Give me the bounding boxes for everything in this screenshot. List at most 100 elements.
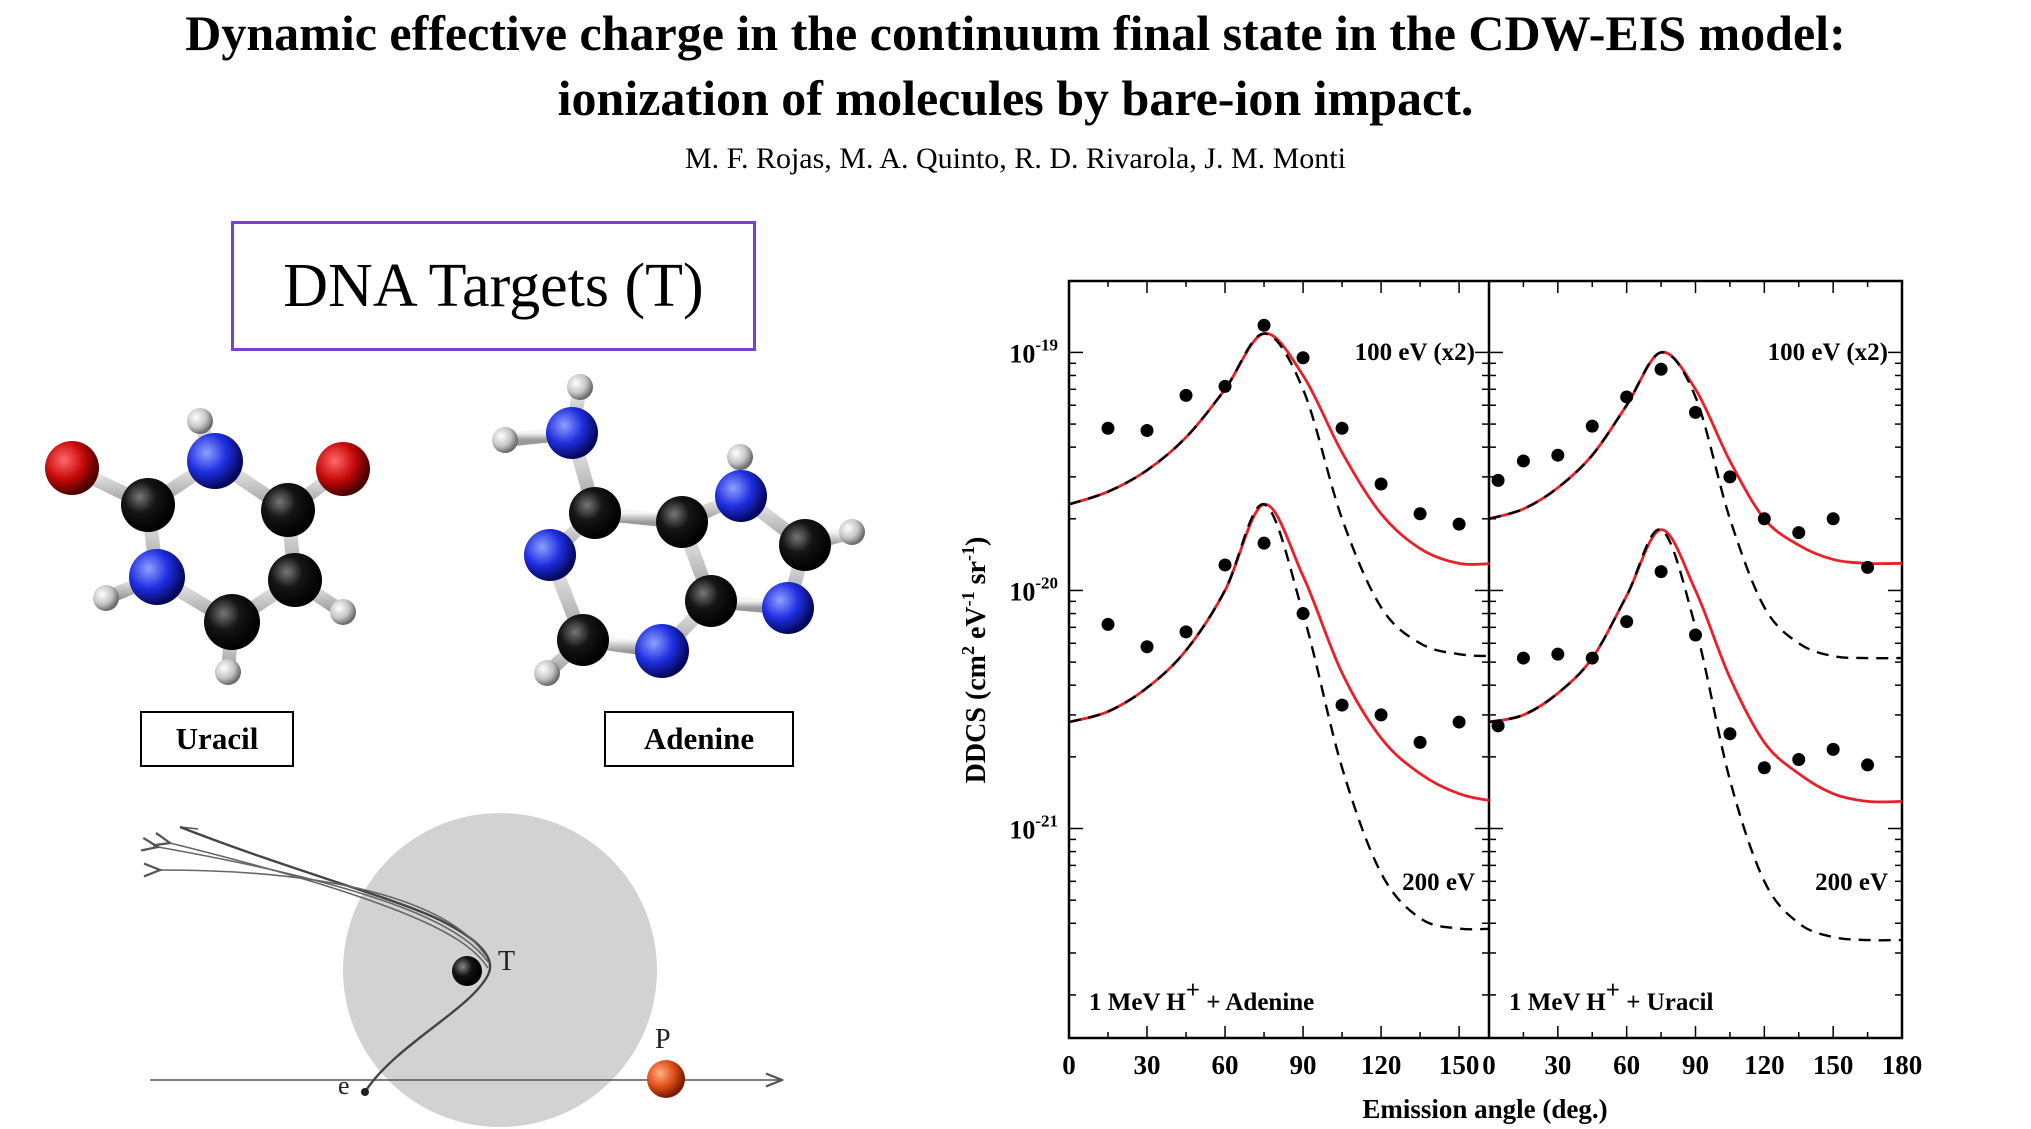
- panel-label: 1 MeV H+ + Adenine: [1089, 977, 1314, 1016]
- hydrogen-atom: [330, 599, 356, 625]
- carbon-atom: [779, 519, 831, 571]
- hydrogen-atom: [727, 444, 753, 470]
- theory-dashed-curve: [1489, 351, 1902, 660]
- theory-solid-curve: [1069, 502, 1489, 802]
- adenine-panel-curves: [1069, 332, 1489, 931]
- data-point: [1551, 448, 1565, 462]
- x-tick-label: 30: [1134, 1050, 1161, 1080]
- target-potential-region: [343, 813, 657, 1127]
- data-point: [1218, 558, 1232, 572]
- target-label: T: [498, 946, 515, 977]
- x-tick-label: 90: [1682, 1050, 1709, 1080]
- nitrogen-atom: [762, 582, 814, 634]
- data-point: [1374, 708, 1388, 722]
- data-point: [1792, 526, 1806, 540]
- carbon-atom: [685, 575, 737, 627]
- series-energy-label: 100 eV (x2): [1355, 339, 1475, 366]
- carbon-atom: [204, 594, 260, 650]
- data-point: [1826, 512, 1840, 526]
- x-tick-label: 150: [1813, 1050, 1854, 1080]
- data-point: [1140, 640, 1154, 654]
- data-point: [1620, 615, 1634, 629]
- hydrogen-atom: [492, 427, 518, 453]
- data-point: [1585, 651, 1599, 665]
- theory-solid-curve: [1069, 332, 1489, 566]
- data-point: [1413, 735, 1427, 749]
- data-point: [1654, 362, 1668, 376]
- title-line-1: Dynamic effective charge in the continuu…: [185, 5, 1846, 61]
- data-point: [1101, 421, 1115, 435]
- data-point: [1491, 719, 1505, 733]
- data-point: [1491, 473, 1505, 487]
- theory-solid-curve: [1489, 528, 1902, 804]
- x-tick-label: 150: [1439, 1050, 1480, 1080]
- x-tick-label: 90: [1290, 1050, 1317, 1080]
- data-point: [1757, 512, 1771, 526]
- data-point: [1335, 698, 1349, 712]
- data-point: [1413, 507, 1427, 521]
- electron-trajectory-branch: [160, 870, 487, 957]
- y-axis-label: DDCS (cm2 eV-1 sr-1): [958, 537, 992, 784]
- hydrogen-atom: [215, 659, 241, 685]
- data-point: [1689, 628, 1702, 642]
- data-point: [1140, 423, 1154, 437]
- title-line-2: ionization of molecules by bare-ion impa…: [557, 70, 1474, 126]
- uracil-molecule: [45, 408, 370, 685]
- panel-label: 1 MeV H+ + Uracil: [1509, 977, 1713, 1016]
- x-tick-label: 60: [1212, 1050, 1239, 1080]
- uracil-panel-curves: [1489, 351, 1902, 942]
- carbon-atom: [557, 614, 609, 666]
- x-tick-label: 180: [1882, 1050, 1923, 1080]
- x-tick-label: 120: [1744, 1050, 1785, 1080]
- axis-ticks: [1068, 281, 1903, 1038]
- hydrogen-atom: [187, 408, 213, 434]
- x-tick-label: 30: [1544, 1050, 1571, 1080]
- authors: M. F. Rojas, M. A. Quinto, R. D. Rivarol…: [685, 142, 1346, 175]
- data-point: [1516, 454, 1530, 468]
- theory-dashed-curve: [1489, 528, 1902, 942]
- electron-label: e: [338, 1071, 350, 1100]
- nitrogen-atom: [524, 529, 576, 581]
- data-point: [1689, 405, 1702, 419]
- target-nucleus: [452, 956, 482, 986]
- series-energy-label: 200 eV: [1402, 869, 1475, 896]
- projectile-label: P: [655, 1024, 671, 1055]
- plot-frame: [1067, 279, 1904, 1040]
- data-point: [1257, 318, 1271, 332]
- experimental-points: [1101, 318, 1875, 775]
- dna-targets-box: DNA Targets (T): [231, 221, 756, 351]
- adenine-molecule: [492, 374, 865, 686]
- data-point: [1551, 647, 1565, 661]
- electron-dot: [361, 1088, 369, 1096]
- data-point: [1179, 625, 1193, 639]
- data-point: [1452, 517, 1466, 531]
- chart-labels: 10-19 10-20 10-21 0 30 60 90 120 150 100 eV (x2) 2…: [958, 335, 1922, 1124]
- uracil-label: Uracil: [140, 711, 294, 767]
- nitrogen-atom: [129, 549, 185, 605]
- data-point: [1452, 715, 1466, 729]
- y-tick-label: 10-19: [1009, 335, 1058, 368]
- nitrogen-atom: [546, 407, 598, 459]
- series-energy-label: 200 eV: [1815, 869, 1888, 896]
- data-point: [1374, 477, 1388, 491]
- nitrogen-atom: [715, 470, 767, 522]
- x-tick-label: 0: [1062, 1050, 1076, 1080]
- hydrogen-atom: [93, 585, 119, 611]
- oxygen-atom: [45, 441, 99, 495]
- electron-trajectory-branch: [158, 847, 489, 963]
- hydrogen-atom: [567, 374, 593, 400]
- ddcs-chart: 10-19 10-20 10-21 0 30 60 90 120 150 100 eV (x2) 2…: [958, 279, 1922, 1124]
- carbon-atom: [121, 478, 175, 532]
- data-point: [1179, 388, 1193, 402]
- nitrogen-atom: [635, 624, 689, 678]
- data-point: [1296, 351, 1310, 365]
- data-point: [1620, 390, 1634, 404]
- data-point: [1861, 758, 1875, 772]
- data-point: [1585, 419, 1599, 433]
- theory-dashed-curve: [1069, 503, 1489, 931]
- carbon-atom: [268, 553, 322, 607]
- carbon-atom: [656, 496, 708, 548]
- carbon-atom: [261, 483, 315, 537]
- collision-diagram: T P e: [150, 813, 782, 1127]
